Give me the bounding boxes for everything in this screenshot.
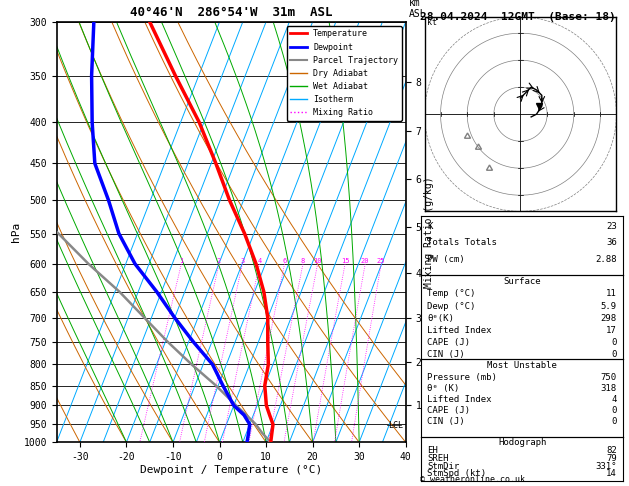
Text: 10: 10	[313, 258, 322, 264]
Text: 331°: 331°	[595, 462, 616, 470]
X-axis label: Dewpoint / Temperature (°C): Dewpoint / Temperature (°C)	[140, 465, 322, 475]
Text: 3: 3	[240, 258, 245, 264]
Text: Totals Totals: Totals Totals	[428, 239, 498, 247]
Text: 1: 1	[179, 258, 184, 264]
Text: 15: 15	[341, 258, 349, 264]
Text: 4: 4	[611, 395, 616, 404]
Text: 11: 11	[606, 290, 616, 298]
Text: 14: 14	[606, 469, 616, 479]
Text: 318: 318	[601, 384, 616, 393]
Text: 23: 23	[606, 222, 616, 231]
Text: Temp (°C): Temp (°C)	[428, 290, 476, 298]
Text: LCL: LCL	[388, 421, 403, 430]
Text: © weatheronline.co.uk: © weatheronline.co.uk	[420, 474, 525, 484]
Text: 2.88: 2.88	[595, 255, 616, 264]
Text: 4: 4	[257, 258, 262, 264]
Text: Pressure (mb): Pressure (mb)	[428, 373, 498, 382]
Text: StmSpd (kt): StmSpd (kt)	[428, 469, 487, 479]
Text: 2: 2	[217, 258, 221, 264]
Text: Surface: Surface	[503, 278, 541, 286]
Text: CIN (J): CIN (J)	[428, 350, 465, 359]
Text: 36: 36	[606, 239, 616, 247]
Text: θᵉ(K): θᵉ(K)	[428, 313, 454, 323]
Text: SREH: SREH	[428, 453, 449, 463]
Text: K: K	[428, 222, 433, 231]
Text: Dewp (°C): Dewp (°C)	[428, 301, 476, 311]
Legend: Temperature, Dewpoint, Parcel Trajectory, Dry Adiabat, Wet Adiabat, Isotherm, Mi: Temperature, Dewpoint, Parcel Trajectory…	[287, 26, 401, 121]
Text: 0: 0	[611, 350, 616, 359]
Text: 0: 0	[611, 338, 616, 347]
Text: 0: 0	[611, 406, 616, 415]
Text: kt: kt	[427, 18, 437, 27]
Text: CAPE (J): CAPE (J)	[428, 406, 470, 415]
Text: 17: 17	[606, 326, 616, 335]
Text: 5.9: 5.9	[601, 301, 616, 311]
Text: 20: 20	[361, 258, 369, 264]
Y-axis label: Mixing Ratio (g/kg): Mixing Ratio (g/kg)	[424, 176, 434, 288]
Text: 0: 0	[611, 417, 616, 426]
Text: CAPE (J): CAPE (J)	[428, 338, 470, 347]
Text: 750: 750	[601, 373, 616, 382]
Text: 40°46'N  286°54'W  31m  ASL: 40°46'N 286°54'W 31m ASL	[130, 6, 332, 19]
Text: Lifted Index: Lifted Index	[428, 326, 492, 335]
Y-axis label: hPa: hPa	[11, 222, 21, 242]
Text: 25: 25	[377, 258, 386, 264]
Text: 82: 82	[606, 446, 616, 454]
Text: 28.04.2024  12GMT  (Base: 18): 28.04.2024 12GMT (Base: 18)	[420, 12, 616, 22]
Text: StmDir: StmDir	[428, 462, 460, 470]
Text: θᵉ (K): θᵉ (K)	[428, 384, 460, 393]
Text: 79: 79	[606, 453, 616, 463]
Text: 298: 298	[601, 313, 616, 323]
Text: EH: EH	[428, 446, 438, 454]
Text: Hodograph: Hodograph	[498, 438, 546, 447]
Text: PW (cm): PW (cm)	[428, 255, 465, 264]
Text: 6: 6	[282, 258, 287, 264]
Text: km
ASL: km ASL	[409, 0, 426, 19]
Text: CIN (J): CIN (J)	[428, 417, 465, 426]
Text: Lifted Index: Lifted Index	[428, 395, 492, 404]
Text: Most Unstable: Most Unstable	[487, 362, 557, 370]
Text: 8: 8	[301, 258, 305, 264]
